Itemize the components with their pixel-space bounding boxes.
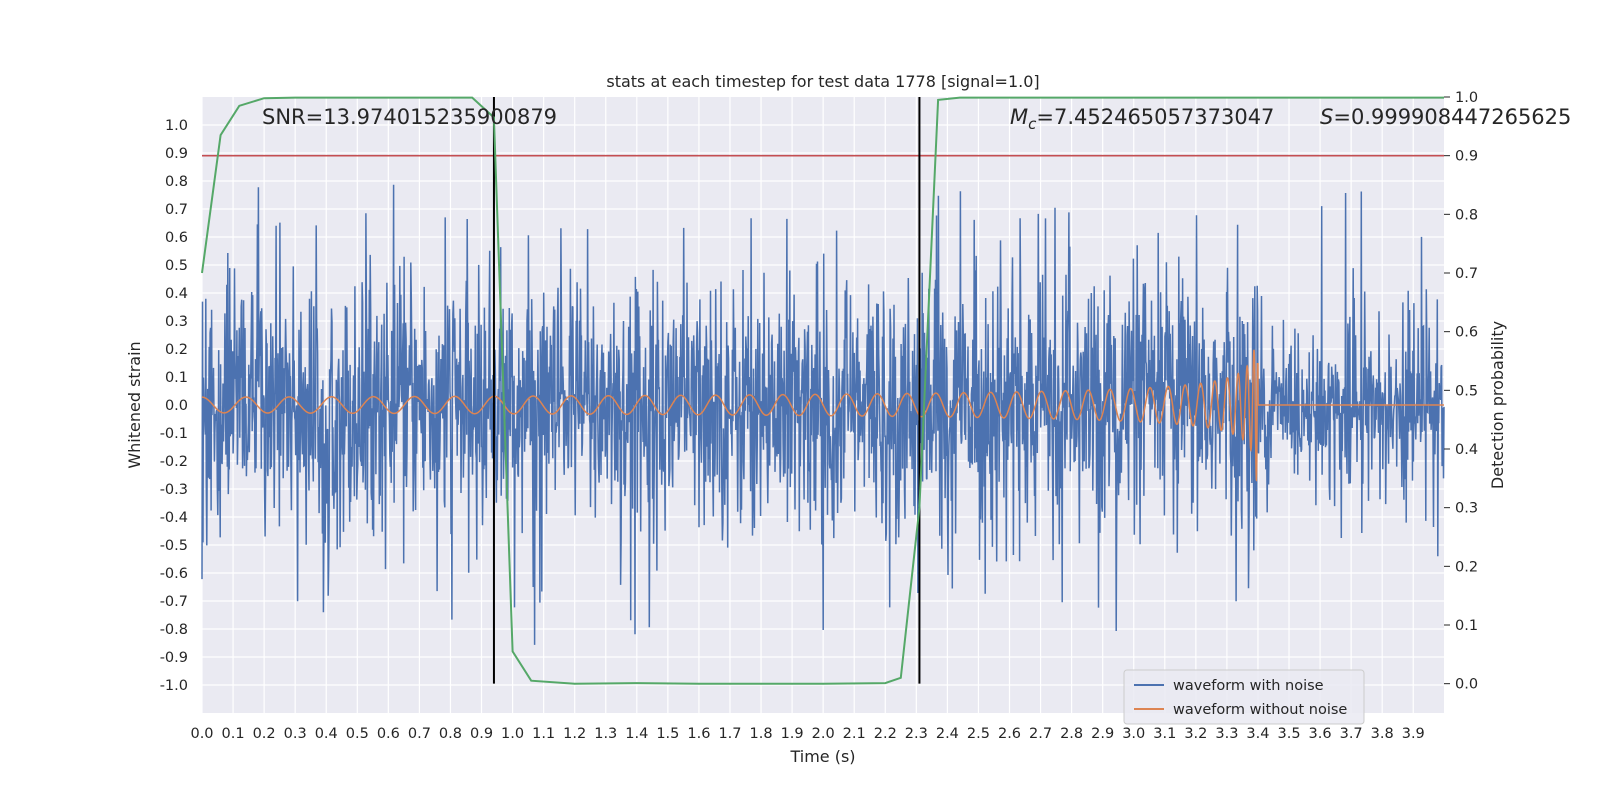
y-tick-label: 0.7 — [165, 202, 188, 218]
x-tick-label: 2.7 — [1029, 726, 1052, 742]
y-tick-label: -0.9 — [160, 650, 188, 666]
x-tick-label: 0.2 — [253, 726, 276, 742]
y2-tick-label: 0.7 — [1455, 266, 1478, 282]
y-tick-label: -0.8 — [160, 622, 188, 638]
x-tick-label: 3.3 — [1215, 726, 1238, 742]
y2-tick-label: 0.2 — [1455, 559, 1478, 575]
y2-axis-ticks: 1.0 0.9 0.8 0.7 0.6 0.5 0.4 0.3 0.2 0.1 0.0 — [1444, 90, 1478, 693]
y2-tick-label: 0.8 — [1455, 207, 1478, 223]
y2-tick-label: 0.3 — [1455, 501, 1478, 517]
x-tick-label: 2.2 — [874, 726, 897, 742]
detection-probability-line — [201, 96, 1444, 685]
y-tick-label: -0.7 — [160, 594, 188, 610]
y2-axis-label: Detection probability — [1488, 321, 1507, 489]
noise-waveform-line — [201, 184, 1445, 645]
x-tick-label: 1.7 — [718, 726, 741, 742]
clean-waveform-line — [202, 349, 1444, 482]
legend-clean-label: waveform without noise — [1173, 702, 1347, 718]
x-tick-label: 2.3 — [905, 726, 928, 742]
x-tick-label: 0.6 — [377, 726, 400, 742]
y2-tick-label: 0.1 — [1455, 618, 1478, 634]
x-tick-label: 2.6 — [998, 726, 1021, 742]
chart-title: stats at each timestep for test data 177… — [606, 72, 1039, 91]
x-tick-label: 1.2 — [563, 726, 586, 742]
series-waveform-with-noise — [201, 184, 1445, 645]
y-tick-label: 0.5 — [165, 258, 188, 274]
y2-tick-label: 0.4 — [1455, 442, 1478, 458]
x-tick-label: 2.5 — [967, 726, 990, 742]
y-tick-label: 0.8 — [165, 174, 188, 190]
y-tick-label: -0.3 — [160, 482, 188, 498]
x-tick-label: 3.6 — [1309, 726, 1332, 742]
x-tick-label: 3.7 — [1340, 726, 1363, 742]
x-tick-label: 0.5 — [346, 726, 369, 742]
x-tick-label: 2.0 — [812, 726, 835, 742]
y2-tick-label: 0.6 — [1455, 325, 1478, 341]
x-tick-label: 1.8 — [750, 726, 773, 742]
y-tick-label: -0.5 — [160, 538, 188, 554]
legend: waveform with noise waveform without noi… — [1123, 669, 1365, 725]
s-annotation: S=0.999908447265625 — [1320, 105, 1571, 129]
x-tick-label: 3.0 — [1122, 726, 1145, 742]
x-tick-label: 3.2 — [1184, 726, 1207, 742]
x-tick-label: 1.3 — [594, 726, 617, 742]
x-tick-label: 1.9 — [781, 726, 804, 742]
x-tick-label: 0.1 — [222, 726, 245, 742]
x-tick-label: 2.8 — [1060, 726, 1083, 742]
y-tick-label: -0.1 — [160, 426, 188, 442]
mc-subscript: c — [1028, 115, 1037, 133]
y-axis-ticks: 1.0 0.9 0.8 0.7 0.6 0.5 0.4 0.3 0.2 0.1 0.0 -0.1 -0.… — [160, 118, 188, 694]
x-axis-label: Time (s) — [789, 747, 855, 766]
x-tick-label: 3.1 — [1153, 726, 1176, 742]
y2-tick-label: 0.0 — [1455, 677, 1478, 693]
y-axis-label: Whitened strain — [125, 341, 144, 468]
x-tick-label: 1.5 — [656, 726, 679, 742]
y-tick-label: -1.0 — [160, 678, 188, 694]
x-tick-label: 0.8 — [439, 726, 462, 742]
x-tick-label: 3.9 — [1402, 726, 1425, 742]
x-tick-label: 2.4 — [936, 726, 959, 742]
y-tick-label: 0.2 — [165, 342, 188, 358]
s-symbol: S — [1320, 105, 1333, 129]
x-tick-label: 0.4 — [315, 726, 338, 742]
s-value: =0.999908447265625 — [1333, 105, 1571, 129]
y-tick-label: -0.6 — [160, 566, 188, 582]
y-tick-label: -0.4 — [160, 510, 188, 526]
y-tick-label: 0.4 — [165, 286, 188, 302]
x-tick-label: 3.4 — [1246, 726, 1269, 742]
mc-symbol: M — [1010, 105, 1028, 129]
x-axis-ticks: 0.0 0.1 0.2 0.3 0.4 0.5 0.6 0.7 0.8 0.9 1.0 1.1 1.2 1… — [190, 726, 1424, 742]
x-tick-label: 1.6 — [687, 726, 710, 742]
x-tick-label: 1.0 — [501, 726, 524, 742]
y2-tick-label: 0.9 — [1455, 149, 1478, 165]
x-tick-label: 3.8 — [1371, 726, 1394, 742]
legend-box — [1123, 669, 1365, 725]
x-tick-label: 0.7 — [408, 726, 431, 742]
mc-value: =7.452465057373047 — [1036, 105, 1274, 129]
legend-noise-label: waveform with noise — [1173, 678, 1324, 694]
y2-tick-label: 0.5 — [1455, 383, 1478, 399]
y-tick-label: 0.1 — [165, 370, 188, 386]
y-tick-label: 1.0 — [165, 118, 188, 134]
y-tick-label: 0.3 — [165, 314, 188, 330]
snr-annotation: SNR=13.974015235900879 — [262, 105, 557, 129]
series-waveform-without-noise — [202, 349, 1444, 482]
x-tick-label: 1.4 — [625, 726, 648, 742]
x-tick-label: 1.1 — [532, 726, 555, 742]
vertical-markers — [492, 97, 921, 684]
x-tick-label: 0.3 — [284, 726, 307, 742]
y-tick-label: 0.9 — [165, 146, 188, 162]
x-tick-label: 0.9 — [470, 726, 493, 742]
x-tick-label: 2.1 — [843, 726, 866, 742]
x-tick-label: 0.0 — [190, 726, 213, 742]
x-tick-label: 3.5 — [1277, 726, 1300, 742]
y2-tick-label: 1.0 — [1455, 90, 1478, 106]
y-tick-label: -0.2 — [160, 454, 188, 470]
x-tick-label: 2.9 — [1091, 726, 1114, 742]
y-tick-label: 0.6 — [165, 230, 188, 246]
y-tick-label: 0.0 — [165, 398, 188, 414]
mc-annotation: Mc=7.452465057373047 — [1010, 105, 1274, 133]
